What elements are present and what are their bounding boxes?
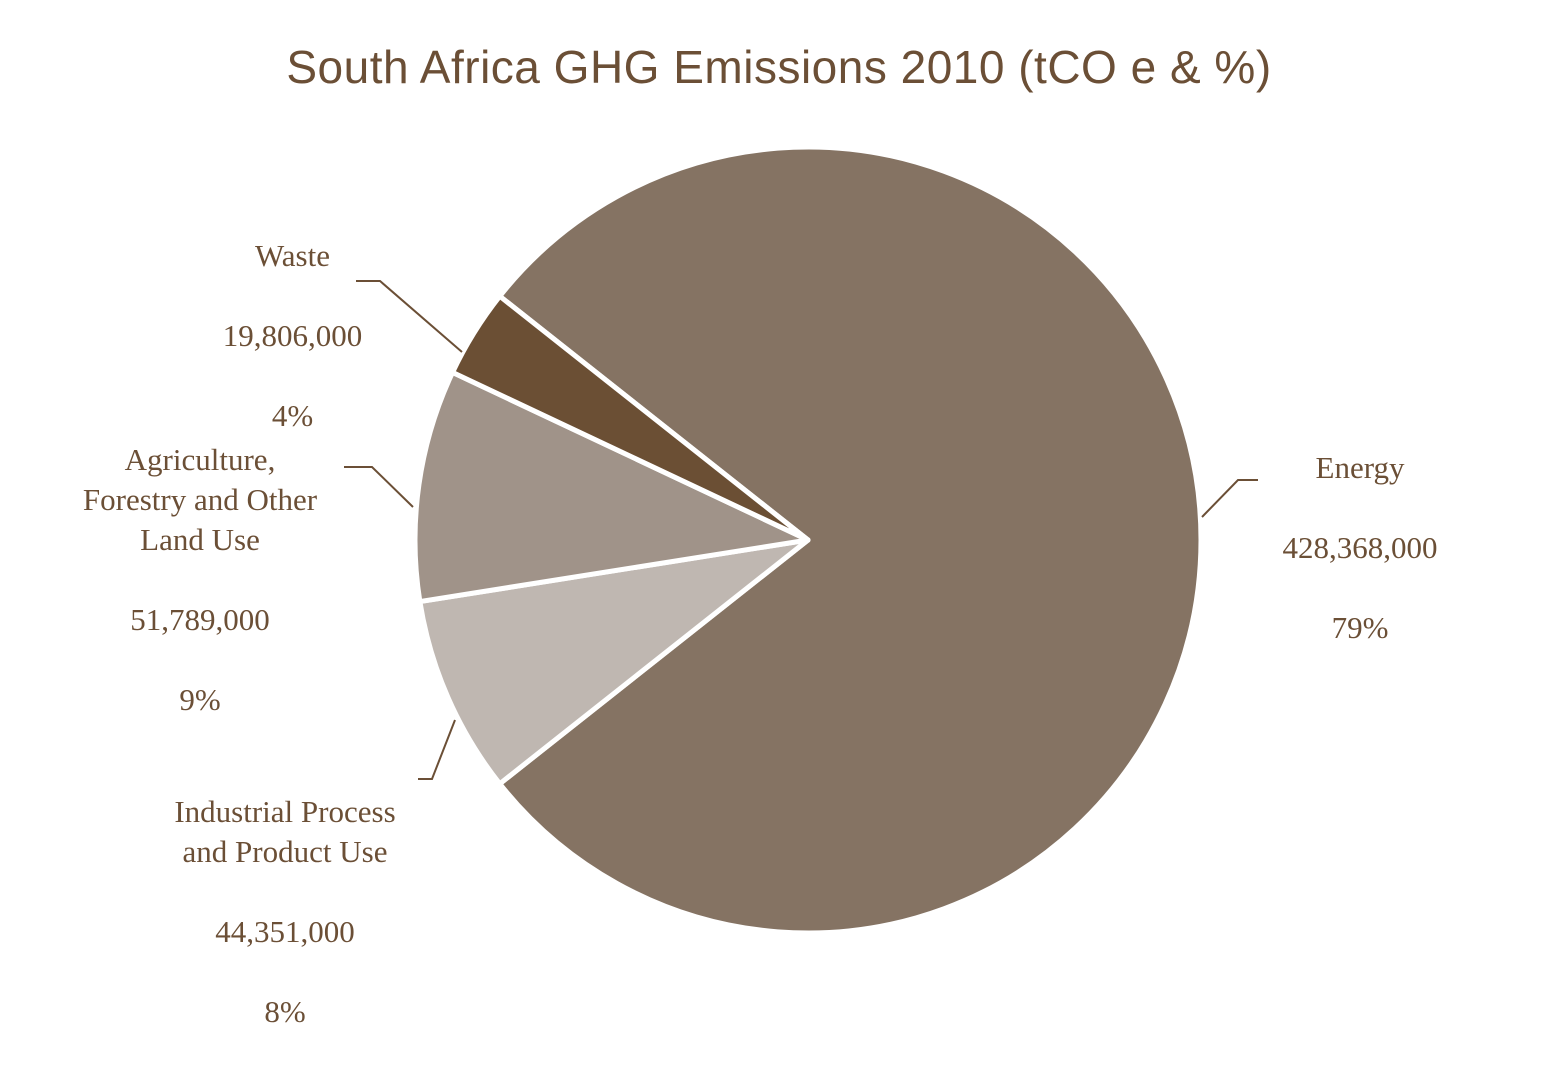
- pie-chart: [344, 144, 1258, 936]
- slice-label-energy-value: 428,368,000: [1282, 530, 1438, 565]
- pie-slice-industrial: [417, 537, 811, 787]
- slice-label-energy: Energy 428,368,000 79%: [1255, 408, 1465, 688]
- slice-label-waste: Waste 19,806,000 4%: [200, 196, 385, 476]
- slice-label-waste-value: 19,806,000: [222, 318, 363, 353]
- slice-label-industrial: Industrial Process and Product Use 44,35…: [150, 752, 420, 1072]
- slice-label-agriculture-name: Agriculture, Forestry and Other Land Use: [82, 442, 318, 557]
- slice-label-agriculture: Agriculture, Forestry and Other Land Use…: [50, 400, 350, 760]
- leader-line-industrial: [418, 719, 456, 780]
- slice-label-waste-percent: 4%: [271, 398, 314, 433]
- pie-slice-waste: [450, 293, 811, 543]
- chart-title: South Africa GHG Emissions 2010 (tCO e &…: [286, 41, 1272, 93]
- slice-label-industrial-name: Industrial Process and Product Use: [174, 794, 396, 869]
- slice-label-industrial-percent: 8%: [264, 994, 306, 1029]
- slice-label-energy-percent: 79%: [1331, 610, 1389, 645]
- pie-slice-energy: [497, 144, 1204, 936]
- slice-label-energy-name: Energy: [1315, 450, 1405, 485]
- slice-label-industrial-value: 44,351,000: [215, 914, 355, 949]
- pie-slice-agriculture: [412, 369, 811, 605]
- slice-label-agriculture-percent: 9%: [179, 682, 221, 717]
- leader-line-waste: [356, 280, 463, 353]
- leader-line-energy: [1201, 479, 1258, 518]
- leader-line-agriculture: [344, 466, 414, 508]
- slice-label-waste-name: Waste: [255, 238, 330, 273]
- slice-label-agriculture-value: 51,789,000: [130, 602, 270, 637]
